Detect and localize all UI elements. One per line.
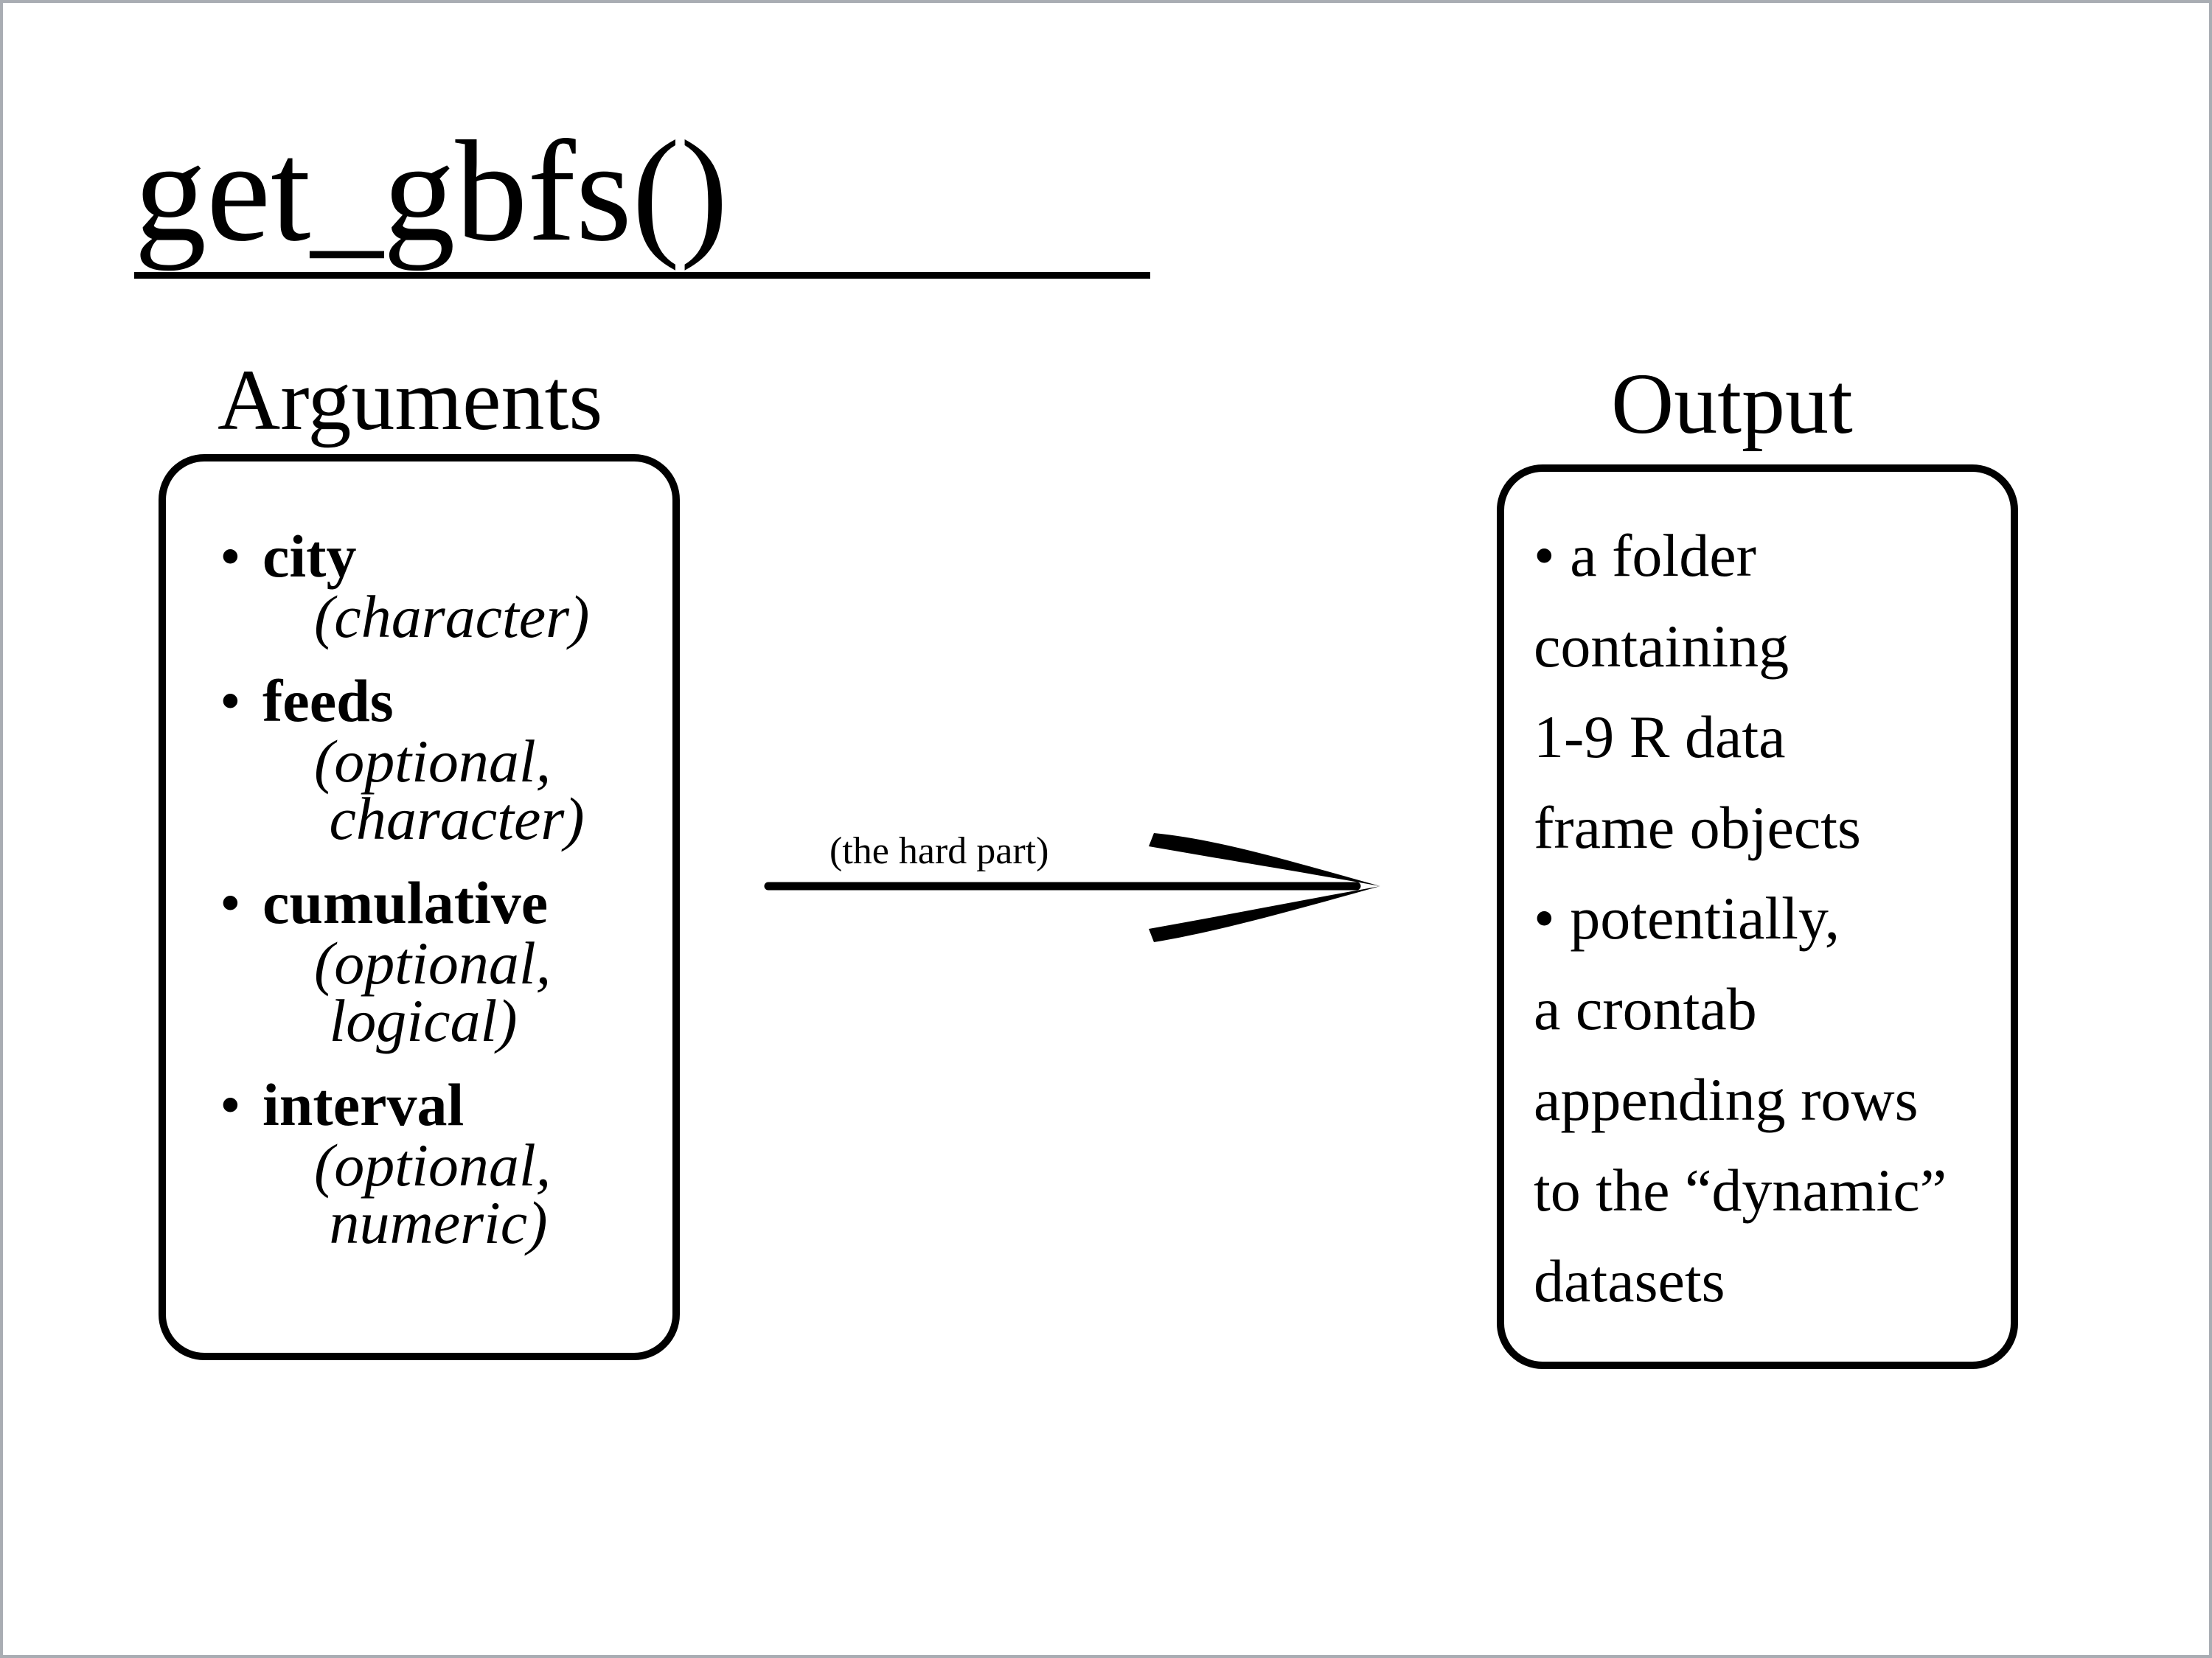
- arrow-head-upper: [1149, 833, 1380, 886]
- argument-name-feeds: feeds: [262, 667, 394, 734]
- output-line: datasets: [1534, 1247, 1725, 1314]
- output-heading: Output: [1611, 355, 1853, 452]
- arguments-heading: Arguments: [218, 352, 603, 448]
- arrow-shaft: [764, 881, 1361, 891]
- arrow-head-lower: [1149, 886, 1380, 942]
- title-underline: [134, 272, 1150, 279]
- output-line: • a folder: [1534, 522, 1756, 589]
- arrow-label: (the hard part): [830, 830, 1049, 872]
- argument-type: (optional,: [314, 930, 552, 997]
- output-line: frame objects: [1534, 794, 1861, 861]
- argument-item: • city (character): [220, 523, 662, 650]
- argument-type: logical): [314, 987, 518, 1054]
- arrow-right-icon: [764, 833, 1380, 942]
- argument-type: (optional,: [314, 728, 552, 795]
- argument-type: numeric): [314, 1189, 548, 1256]
- arguments-box: [159, 454, 680, 1360]
- argument-item: • cumulative (optional, logical): [220, 869, 662, 1054]
- output-line: containing: [1534, 613, 1790, 680]
- output-line: to the “dynamic”: [1534, 1157, 1947, 1224]
- output-line: • potentially,: [1534, 885, 1840, 952]
- output-line: appending rows: [1534, 1066, 1919, 1133]
- output-description: • a folder containing 1-9 R data frame o…: [1534, 510, 2006, 1326]
- argument-item: • interval (optional, numeric): [220, 1071, 662, 1256]
- argument-type: (character): [314, 583, 590, 650]
- argument-name-city: city: [262, 523, 357, 590]
- argument-type: (optional,: [314, 1132, 552, 1199]
- argument-name-interval: interval: [262, 1071, 465, 1138]
- argument-type: character): [314, 785, 585, 852]
- bullet: •: [220, 667, 241, 734]
- bullet: •: [220, 523, 241, 590]
- output-box: [1497, 464, 2018, 1369]
- output-line: 1-9 R data: [1534, 703, 1786, 770]
- bullet: •: [220, 869, 241, 936]
- argument-item: • feeds (optional, character): [220, 667, 662, 852]
- bullet: •: [220, 1071, 241, 1138]
- slide-title: get_gbfs(): [134, 111, 728, 271]
- output-line: a crontab: [1534, 975, 1757, 1042]
- argument-name-cumulative: cumulative: [262, 869, 549, 936]
- arguments-list: • city (character) • feeds (optional, char…: [220, 525, 662, 1275]
